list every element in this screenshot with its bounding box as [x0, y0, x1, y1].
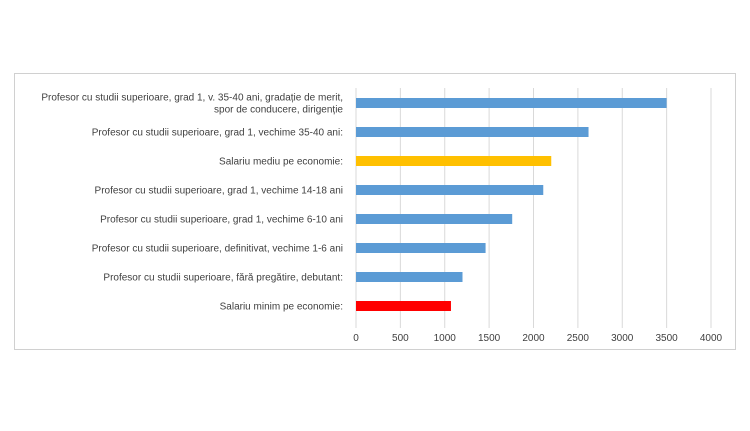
chart-frame: Profesor cu studii superioare, grad 1, v…: [14, 73, 736, 350]
category-label: Salariu minim pe economie:: [220, 302, 343, 313]
gridlines: [355, 88, 712, 328]
bar-1: [356, 127, 589, 137]
bar-0: [356, 98, 667, 108]
x-tick-label: 1000: [434, 333, 457, 344]
x-tick-label: 4000: [700, 333, 723, 344]
category-label: Profesor cu studii superioare, definitiv…: [92, 244, 343, 255]
x-tick-label: 500: [392, 333, 409, 344]
category-label: Profesor cu studii superioare, grad 1, v…: [92, 128, 343, 139]
bar-chart: Profesor cu studii superioare, grad 1, v…: [41, 88, 723, 344]
category-label: Profesor cu studii superioare, grad 1, v…: [41, 93, 343, 104]
category-label: Profesor cu studii superioare, fără preg…: [103, 273, 343, 284]
x-tick-labels: 0 500 1000 1500 2000 2500 3000 3500 4000: [353, 333, 722, 344]
bar-5: [356, 243, 486, 253]
x-tick-label: 1500: [478, 333, 501, 344]
bar-2: [356, 156, 552, 166]
category-label: Profesor cu studii superioare, grad 1, v…: [95, 186, 343, 197]
category-label: Profesor cu studii superioare, grad 1, v…: [100, 215, 343, 226]
category-label: spor de conducere, dirigenție: [214, 105, 343, 116]
x-tick-label: 3500: [656, 333, 679, 344]
bars: [356, 98, 667, 311]
bar-3: [356, 185, 544, 195]
category-label: Salariu mediu pe economie:: [219, 157, 343, 168]
x-tick-label: 2000: [522, 333, 545, 344]
category-labels: Profesor cu studii superioare, grad 1, v…: [41, 93, 343, 313]
x-tick-label: 3000: [611, 333, 634, 344]
bar-7: [356, 301, 451, 311]
bar-6: [356, 272, 463, 282]
x-tick-label: 2500: [567, 333, 590, 344]
x-tick-label: 0: [353, 333, 359, 344]
bar-4: [356, 214, 513, 224]
